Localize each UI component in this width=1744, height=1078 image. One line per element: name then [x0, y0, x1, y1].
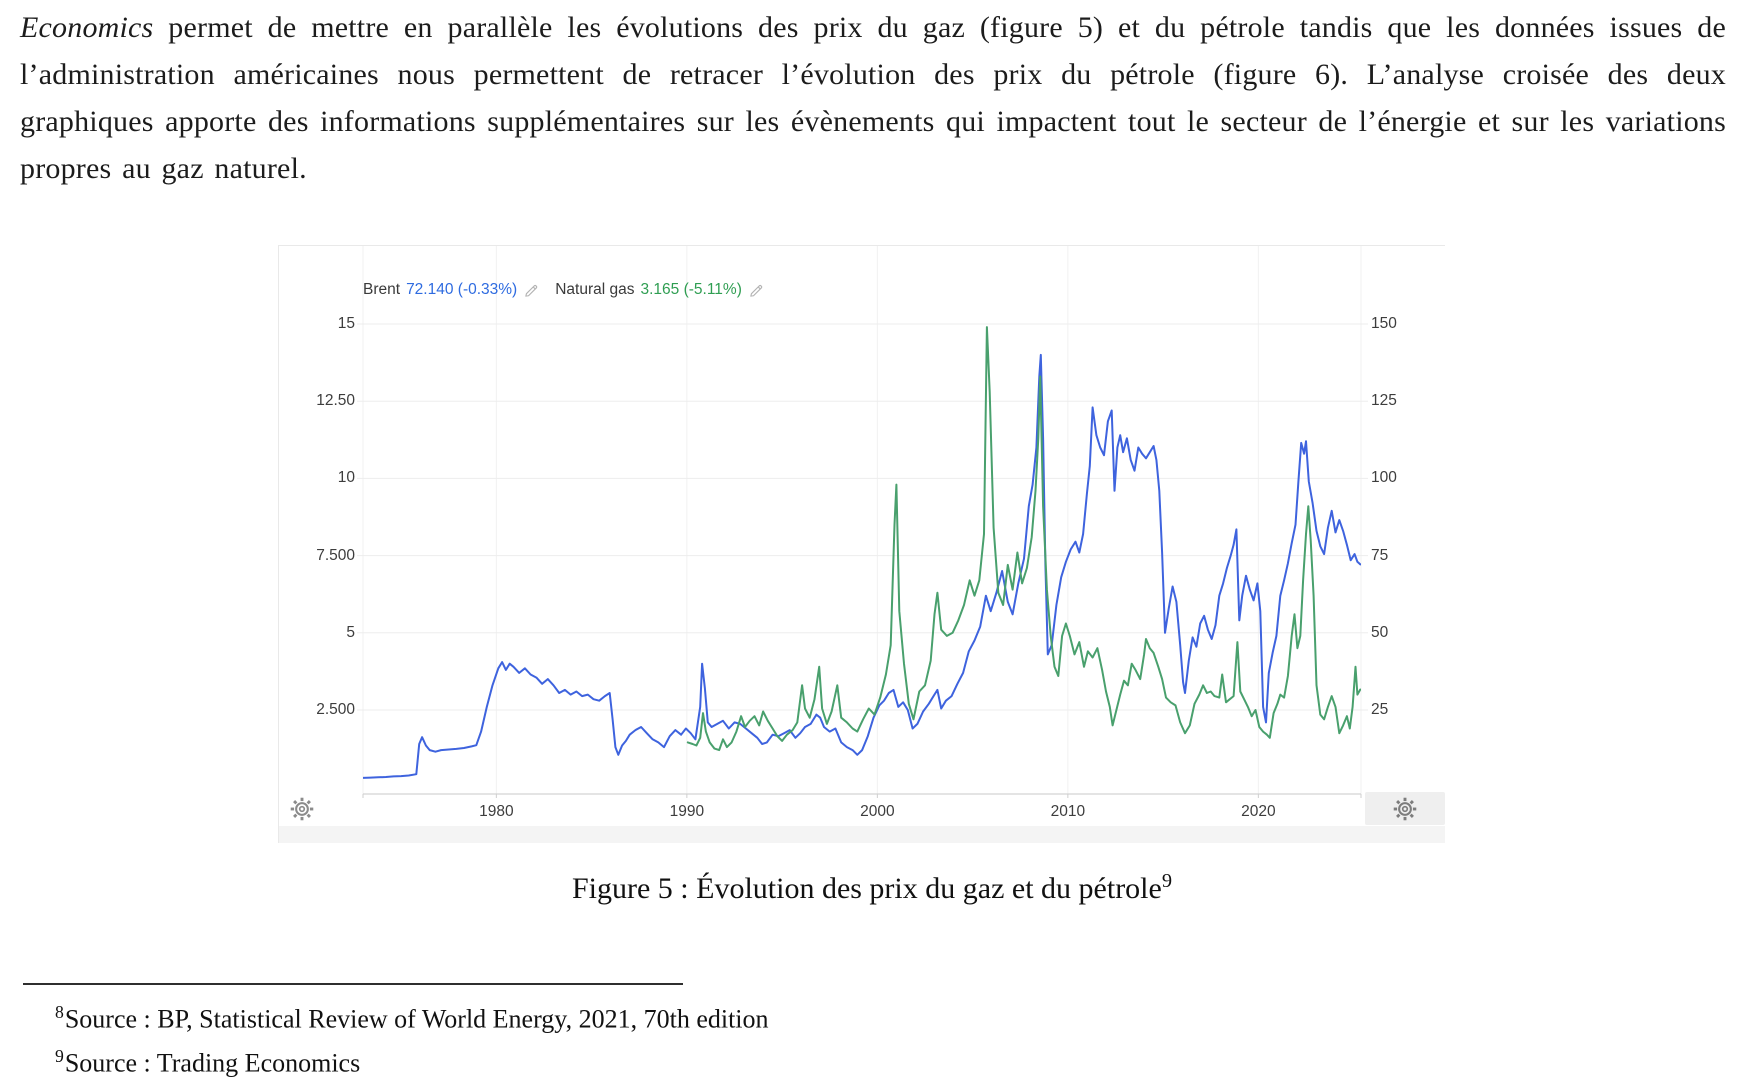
legend-brent-value: 72.140 (-0.33%): [406, 281, 518, 298]
y-axis-left-label: 5: [346, 623, 355, 641]
caption-footnote-ref: 9: [1161, 870, 1173, 892]
settings-gear-button-right[interactable]: [1365, 792, 1445, 825]
y-axis-right-label: 100: [1371, 469, 1397, 487]
footnote-ref: 8: [55, 1002, 64, 1022]
footnote-item: 9Source : Trading Economics: [55, 1038, 769, 1078]
paragraph-lead-italic: Economics: [20, 11, 154, 44]
gear-icon: [290, 797, 314, 821]
y-axis-right-label: 75: [1371, 546, 1389, 564]
footnote-rule: [23, 983, 683, 985]
y-axis-left-label: 12.50: [316, 392, 355, 410]
y-axis-right-label: 150: [1371, 315, 1397, 332]
legend-brent-label: Brent: [363, 281, 401, 298]
footnote-ref: 9: [55, 1045, 64, 1066]
chart-legend: Brent 72.140 (-0.33%) Natural gas 3.165 …: [363, 277, 764, 303]
x-axis-label: 1990: [669, 803, 705, 820]
chart-plot-svg[interactable]: [279, 246, 1445, 843]
gear-icon: [1393, 797, 1417, 820]
natural-gas-series-line: [686, 326, 1361, 752]
legend-gas-value: 3.165 (-5.11%): [640, 281, 742, 298]
paragraph-text: Economics permet de mettre en parallèle …: [20, 4, 1726, 192]
y-axis-left-label: 7.500: [316, 546, 355, 564]
x-axis-label: 2010: [1050, 803, 1086, 820]
figure-caption-text: Figure 5 : Évolution des prix du gaz et …: [571, 872, 1162, 905]
x-axis-label: 2000: [860, 803, 895, 820]
y-axis-left-label: 2.500: [316, 701, 355, 718]
y-axis-left-label: 15: [337, 315, 355, 332]
x-axis-label: 2020: [1241, 803, 1276, 820]
footnote-item: 8Source : BP, Statistical Review of Worl…: [55, 994, 769, 1038]
footnote-text: Source : BP, Statistical Review of World…: [64, 1004, 769, 1034]
x-axis-label: 1980: [479, 803, 514, 820]
figure-caption: Figure 5 : Évolution des prix du gaz et …: [0, 870, 1744, 906]
paragraph-body: permet de mettre en parallèle les évolut…: [20, 11, 1726, 185]
y-axis-left-label: 10: [337, 469, 355, 487]
brent-series-line: [363, 353, 1361, 779]
y-axis-right-label: 125: [1371, 392, 1397, 410]
footnote-text: Source : Trading Economics: [64, 1048, 361, 1078]
legend-gas-label: Natural gas: [555, 281, 635, 298]
edit-pencil-icon[interactable]: [749, 283, 764, 298]
y-axis-right-label: 50: [1371, 623, 1389, 641]
trading-economics-chart-panel: Brent 72.140 (-0.33%) Natural gas 3.165 …: [278, 245, 1445, 843]
footnotes-block: 8Source : BP, Statistical Review of Worl…: [55, 994, 769, 1078]
settings-gear-button-left[interactable]: [290, 797, 316, 823]
chart-scrollbar[interactable]: [279, 826, 1445, 843]
edit-pencil-icon[interactable]: [524, 283, 539, 298]
y-axis-right-label: 25: [1371, 701, 1389, 718]
